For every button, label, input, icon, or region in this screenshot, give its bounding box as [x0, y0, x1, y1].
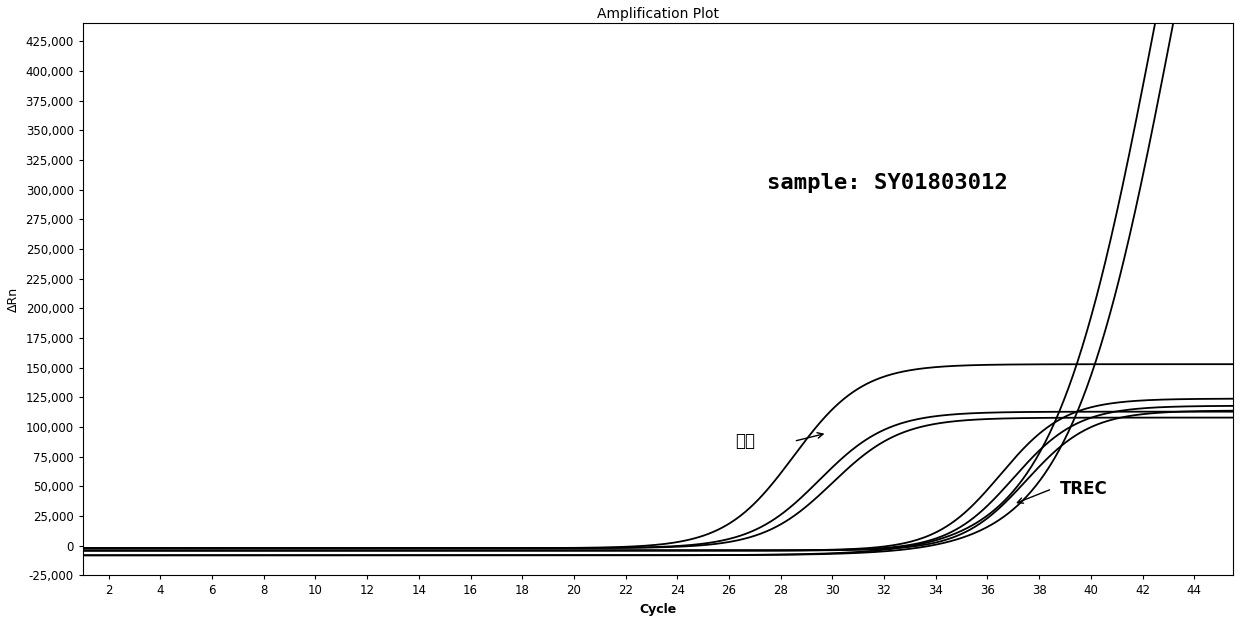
Text: 外控: 外控 [735, 432, 755, 450]
Y-axis label: ΔRn: ΔRn [7, 287, 20, 312]
Title: Amplification Plot: Amplification Plot [596, 7, 719, 21]
Text: TREC: TREC [1060, 480, 1107, 498]
Text: sample: SY01803012: sample: SY01803012 [768, 173, 1008, 193]
X-axis label: Cycle: Cycle [640, 603, 677, 616]
